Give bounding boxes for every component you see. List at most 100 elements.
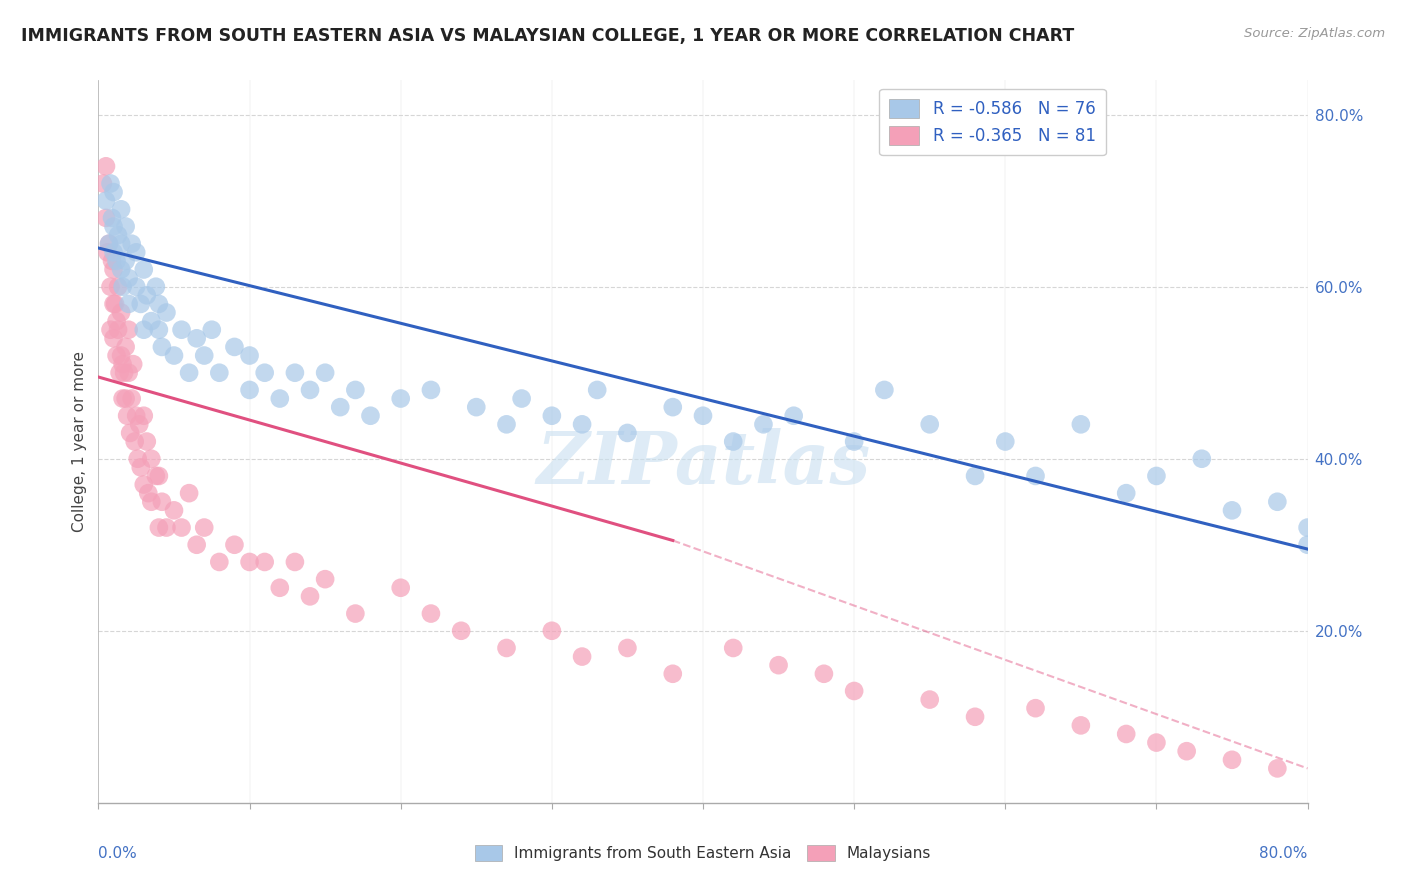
Point bbox=[103, 185, 125, 199]
Point bbox=[299, 383, 322, 397]
Point bbox=[1115, 486, 1137, 500]
Point bbox=[110, 305, 132, 319]
Point bbox=[135, 288, 157, 302]
Point bbox=[586, 383, 609, 397]
Point bbox=[239, 383, 262, 397]
Point bbox=[918, 417, 941, 432]
Point bbox=[104, 297, 127, 311]
Point bbox=[661, 400, 683, 414]
Point bbox=[101, 211, 124, 225]
Point bbox=[132, 262, 155, 277]
Point bbox=[1296, 538, 1319, 552]
Point bbox=[179, 366, 201, 380]
Point bbox=[1070, 417, 1092, 432]
Point bbox=[155, 305, 177, 319]
Point bbox=[314, 572, 336, 586]
Point bbox=[121, 236, 143, 251]
Point bbox=[239, 555, 262, 569]
Point bbox=[873, 383, 896, 397]
Point bbox=[150, 340, 173, 354]
Point bbox=[269, 392, 291, 406]
Point bbox=[1267, 761, 1289, 775]
Point bbox=[114, 253, 136, 268]
Point bbox=[1024, 701, 1046, 715]
Point bbox=[420, 607, 443, 621]
Point bbox=[118, 323, 141, 337]
Point bbox=[1144, 469, 1167, 483]
Point bbox=[125, 409, 148, 423]
Point bbox=[94, 211, 117, 225]
Point bbox=[314, 366, 336, 380]
Point bbox=[510, 392, 533, 406]
Point bbox=[128, 417, 150, 432]
Point bbox=[1115, 727, 1137, 741]
Point bbox=[103, 262, 125, 277]
Point bbox=[163, 349, 186, 363]
Point bbox=[129, 297, 152, 311]
Point bbox=[1024, 469, 1046, 483]
Point bbox=[344, 383, 367, 397]
Point bbox=[1175, 744, 1198, 758]
Point bbox=[208, 366, 231, 380]
Point bbox=[170, 323, 193, 337]
Point bbox=[1070, 718, 1092, 732]
Point bbox=[110, 236, 132, 251]
Point bbox=[145, 469, 167, 483]
Point bbox=[103, 219, 125, 234]
Point bbox=[179, 486, 201, 500]
Point bbox=[141, 494, 163, 508]
Point bbox=[495, 640, 517, 655]
Point bbox=[224, 538, 246, 552]
Point bbox=[91, 177, 114, 191]
Point bbox=[105, 314, 128, 328]
Point bbox=[150, 494, 173, 508]
Point bbox=[103, 331, 125, 345]
Point bbox=[114, 392, 136, 406]
Point bbox=[111, 392, 134, 406]
Y-axis label: College, 1 year or more: College, 1 year or more bbox=[72, 351, 87, 532]
Point bbox=[121, 392, 143, 406]
Point bbox=[132, 323, 155, 337]
Point bbox=[103, 245, 125, 260]
Point bbox=[495, 417, 517, 432]
Point bbox=[127, 451, 149, 466]
Point bbox=[1191, 451, 1213, 466]
Point bbox=[163, 503, 186, 517]
Point bbox=[118, 366, 141, 380]
Point bbox=[540, 409, 562, 423]
Point bbox=[135, 434, 157, 449]
Point bbox=[145, 279, 167, 293]
Point bbox=[752, 417, 775, 432]
Point bbox=[124, 434, 146, 449]
Point bbox=[389, 392, 412, 406]
Point bbox=[110, 349, 132, 363]
Point bbox=[450, 624, 472, 638]
Point bbox=[813, 666, 835, 681]
Point bbox=[112, 366, 135, 380]
Point bbox=[389, 581, 412, 595]
Point bbox=[155, 520, 177, 534]
Legend: Immigrants from South Eastern Asia, Malaysians: Immigrants from South Eastern Asia, Mala… bbox=[468, 839, 938, 867]
Point bbox=[148, 297, 170, 311]
Point bbox=[201, 323, 224, 337]
Point bbox=[844, 434, 866, 449]
Point bbox=[125, 279, 148, 293]
Point bbox=[465, 400, 488, 414]
Point bbox=[96, 245, 118, 260]
Point bbox=[571, 417, 593, 432]
Point bbox=[723, 434, 745, 449]
Point bbox=[208, 555, 231, 569]
Point bbox=[783, 409, 806, 423]
Point bbox=[114, 219, 136, 234]
Point bbox=[114, 340, 136, 354]
Text: 80.0%: 80.0% bbox=[1260, 847, 1308, 861]
Point bbox=[186, 331, 208, 345]
Point bbox=[118, 271, 141, 285]
Point bbox=[193, 349, 215, 363]
Point bbox=[571, 649, 593, 664]
Point bbox=[105, 253, 128, 268]
Point bbox=[111, 357, 134, 371]
Point bbox=[101, 253, 124, 268]
Point bbox=[105, 349, 128, 363]
Point bbox=[107, 323, 129, 337]
